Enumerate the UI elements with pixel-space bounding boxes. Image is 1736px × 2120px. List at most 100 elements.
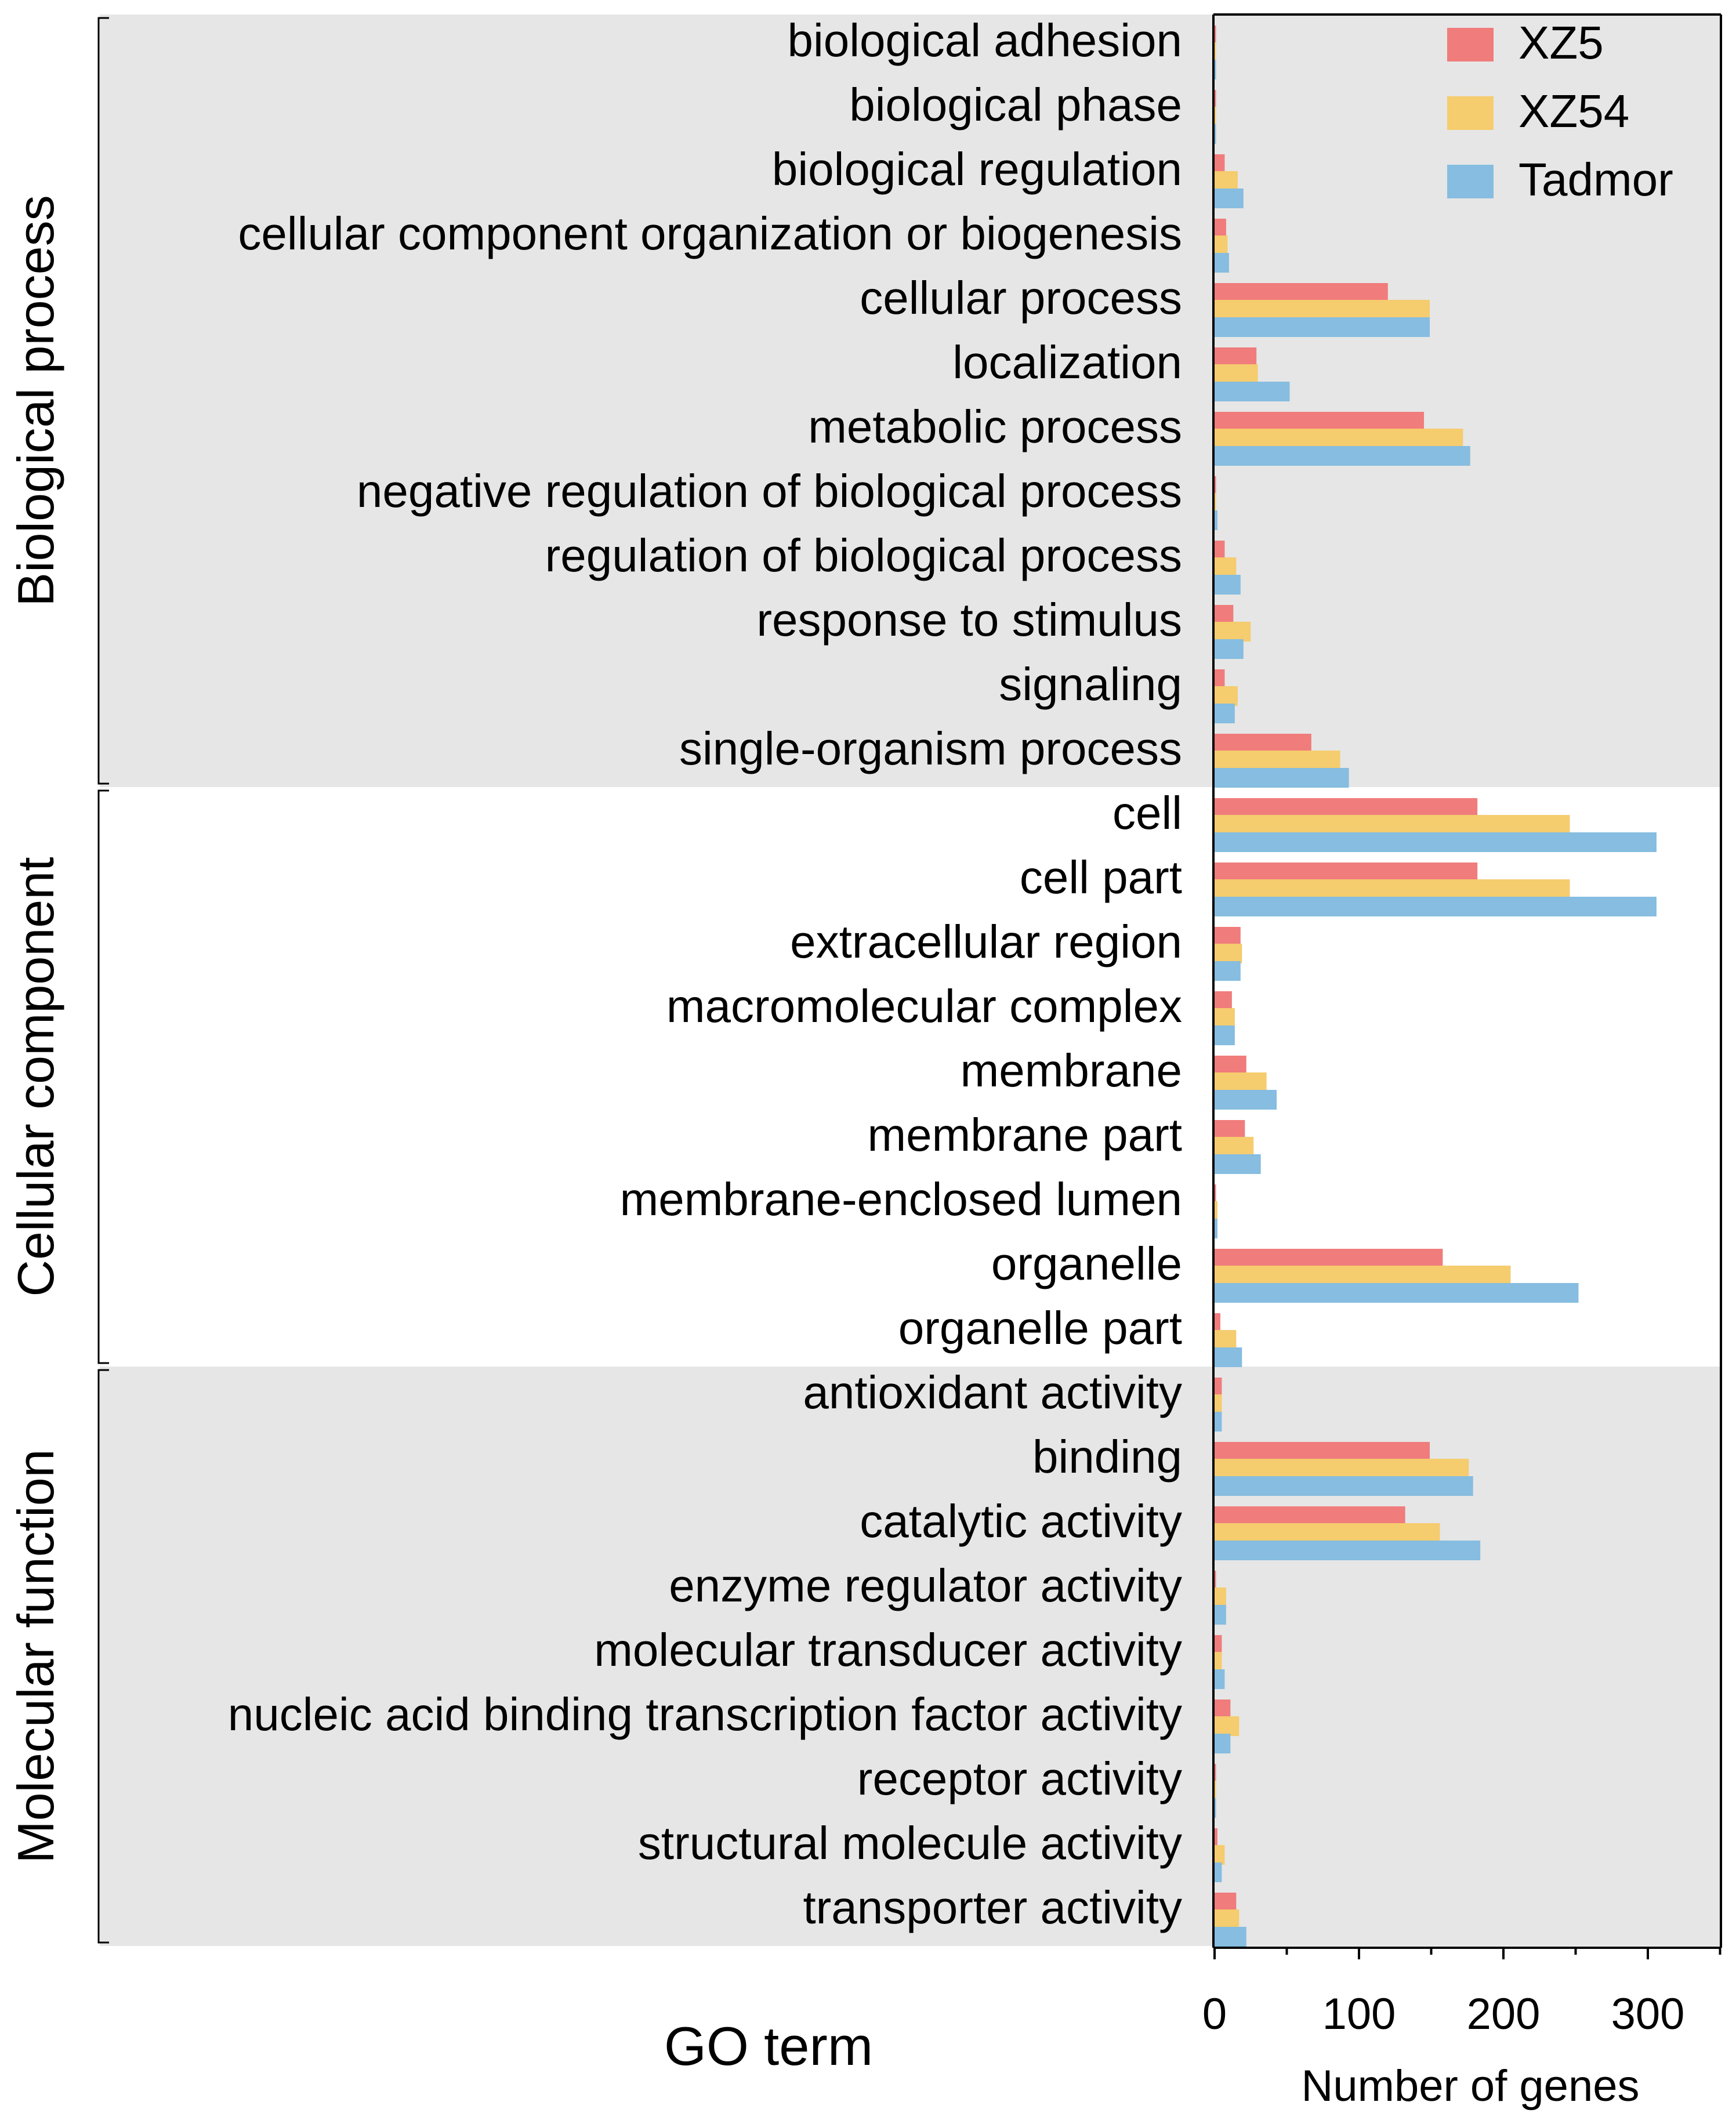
bar-xz5-biological-phase <box>1215 90 1216 110</box>
legend-swatch-xz5 <box>1447 28 1494 61</box>
bar-xz5-structural-molecule-activity <box>1215 1828 1217 1848</box>
bar-xz54-molecular-transducer-activity <box>1215 1652 1222 1672</box>
bracket-molecular-function <box>97 1369 109 1944</box>
bar-xz5-localization <box>1215 347 1257 367</box>
term-label: receptor activity <box>857 1753 1182 1804</box>
bar-tadmor-cell <box>1215 832 1657 852</box>
x-tick-label: 200 <box>1467 1989 1541 2039</box>
bar-marks <box>1215 26 1657 1947</box>
term-label: antioxidant activity <box>803 1367 1182 1418</box>
bar-xz54-receptor-activity <box>1215 1781 1216 1800</box>
bar-xz54-negative-regulation-of-biological-process <box>1215 493 1216 513</box>
bar-xz5-membrane-enclosed-lumen <box>1215 1184 1216 1204</box>
bar-xz54-antioxidant-activity <box>1215 1394 1222 1414</box>
bar-xz54-enzyme-regulator-activity <box>1215 1588 1226 1607</box>
bar-xz5-cellular-component-organization-or-biogenesis <box>1215 219 1226 238</box>
bar-tadmor-biological-regulation <box>1215 189 1244 208</box>
bar-tadmor-biological-adhesion <box>1215 60 1216 79</box>
bar-tadmor-response-to-stimulus <box>1215 639 1244 659</box>
bar-xz54-regulation-of-biological-process <box>1215 557 1237 577</box>
bar-xz5-molecular-transducer-activity <box>1215 1635 1222 1655</box>
term-label: cellular component organization or bioge… <box>238 208 1182 259</box>
term-label: nucleic acid binding transcription facto… <box>228 1688 1182 1740</box>
term-label: biological adhesion <box>787 15 1182 66</box>
bar-xz54-macromolecular-complex <box>1215 1008 1235 1028</box>
bar-xz54-membrane-enclosed-lumen <box>1215 1201 1217 1221</box>
bar-xz5-organelle-part <box>1215 1313 1220 1333</box>
bar-xz54-cell-part <box>1215 879 1570 899</box>
bar-tadmor-organelle <box>1215 1283 1579 1303</box>
bar-xz54-binding <box>1215 1459 1469 1478</box>
term-label: organelle <box>991 1238 1182 1289</box>
bar-xz54-biological-adhesion <box>1215 42 1216 62</box>
legend-label-xz54: XZ54 <box>1518 85 1629 137</box>
legend-swatch-tadmor <box>1447 165 1494 198</box>
bar-tadmor-catalytic-activity <box>1215 1541 1481 1560</box>
x-axis-title: Number of genes <box>1302 2061 1640 2111</box>
term-label: binding <box>1032 1431 1182 1483</box>
bar-tadmor-molecular-transducer-activity <box>1215 1669 1225 1689</box>
bar-xz54-organelle-part <box>1215 1330 1237 1350</box>
x-tick-label: 300 <box>1611 1989 1685 2039</box>
bar-xz5-response-to-stimulus <box>1215 605 1234 625</box>
bar-xz5-metabolic-process <box>1215 412 1425 432</box>
term-label: regulation of biological process <box>545 530 1182 581</box>
bar-xz54-membrane-part <box>1215 1137 1254 1157</box>
bar-xz54-transporter-activity <box>1215 1909 1240 1929</box>
term-label: biological regulation <box>772 143 1182 195</box>
bar-tadmor-extracellular-region <box>1215 961 1241 981</box>
term-label: metabolic process <box>808 401 1182 452</box>
group-label-biological-process: Biological process <box>7 195 64 606</box>
bar-xz5-transporter-activity <box>1215 1893 1237 1912</box>
bar-tadmor-cellular-process <box>1215 317 1430 337</box>
legend: XZ5 XZ54 Tadmor <box>1447 17 1673 205</box>
bracket-cellular-component <box>97 789 109 1364</box>
bar-xz54-catalytic-activity <box>1215 1523 1440 1543</box>
bar-xz5-cellular-process <box>1215 283 1388 303</box>
bar-xz54-single-organism-process <box>1215 751 1340 770</box>
bar-tadmor-macromolecular-complex <box>1215 1025 1235 1045</box>
bar-xz54-membrane <box>1215 1072 1267 1092</box>
bar-tadmor-receptor-activity <box>1215 1798 1216 1818</box>
axes: 0 100 200 300 <box>1202 13 1722 2039</box>
term-label: negative regulation of biological proces… <box>357 465 1182 517</box>
legend-label-tadmor: Tadmor <box>1518 154 1673 205</box>
bar-tadmor-regulation-of-biological-process <box>1215 575 1241 595</box>
bar-tadmor-nucleic-acid-binding-transcription-factor-activity <box>1215 1734 1231 1753</box>
bar-tadmor-cell-part <box>1215 897 1657 916</box>
term-label: cellular process <box>860 272 1182 324</box>
bar-xz54-cellular-component-organization-or-biogenesis <box>1215 235 1228 255</box>
bar-tadmor-membrane <box>1215 1090 1277 1110</box>
x-tick-label: 100 <box>1322 1989 1396 2039</box>
bar-tadmor-biological-phase <box>1215 124 1216 144</box>
group-label-molecular-function: Molecular function <box>7 1449 64 1863</box>
bar-xz54-structural-molecule-activity <box>1215 1845 1225 1865</box>
bar-xz5-cell <box>1215 798 1478 818</box>
bar-tadmor-enzyme-regulator-activity <box>1215 1605 1226 1625</box>
term-label: membrane <box>961 1045 1182 1096</box>
x-tick-label: 0 <box>1202 1989 1227 2039</box>
bar-xz5-signaling <box>1215 669 1225 689</box>
term-label: cell <box>1112 787 1182 839</box>
term-label: localization <box>952 336 1182 388</box>
bar-xz5-organelle <box>1215 1249 1443 1269</box>
legend-swatch-xz54 <box>1447 96 1494 130</box>
bar-xz5-extracellular-region <box>1215 927 1241 947</box>
term-label: molecular transducer activity <box>594 1624 1182 1676</box>
term-label: organelle part <box>898 1302 1182 1354</box>
bar-xz5-membrane-part <box>1215 1120 1245 1140</box>
bar-xz5-binding <box>1215 1442 1430 1462</box>
term-label: response to stimulus <box>756 594 1182 646</box>
bar-xz54-organelle <box>1215 1266 1511 1285</box>
term-label: enzyme regulator activity <box>669 1560 1182 1611</box>
term-label: membrane-enclosed lumen <box>620 1173 1182 1225</box>
bar-xz54-cell <box>1215 815 1570 835</box>
term-label: structural molecule activity <box>638 1817 1182 1869</box>
term-label: transporter activity <box>803 1882 1182 1933</box>
term-label: membrane part <box>868 1109 1182 1161</box>
bar-xz54-response-to-stimulus <box>1215 622 1251 642</box>
bar-xz5-regulation-of-biological-process <box>1215 541 1225 560</box>
bar-xz54-nucleic-acid-binding-transcription-factor-activity <box>1215 1716 1240 1736</box>
bar-tadmor-cellular-component-organization-or-biogenesis <box>1215 253 1229 273</box>
